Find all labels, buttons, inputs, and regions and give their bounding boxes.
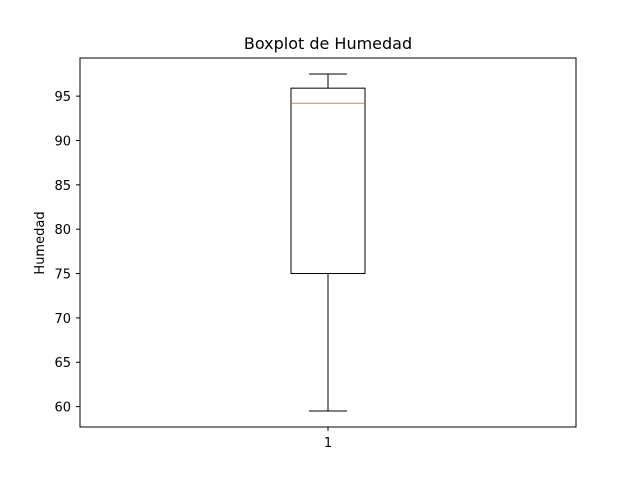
- y-tick-label-90: 90: [54, 134, 71, 149]
- y-tick-label-60: 60: [54, 401, 71, 416]
- x-tick-label-1: 1: [324, 436, 332, 451]
- y-tick-label-85: 85: [54, 179, 71, 194]
- y-axis-label: Humedad: [33, 211, 48, 274]
- y-tick-label-65: 65: [54, 356, 71, 371]
- y-tick-label-80: 80: [54, 223, 71, 238]
- chart-marks: 60 65 70 75 80 85 90 95 1: [54, 73, 366, 451]
- chart-title: Boxplot de Humedad: [244, 34, 412, 53]
- y-tick-label-95: 95: [54, 90, 71, 105]
- y-tick-label-75: 75: [54, 268, 71, 283]
- y-tick-label-70: 70: [54, 312, 71, 327]
- iqr-box: [290, 87, 366, 275]
